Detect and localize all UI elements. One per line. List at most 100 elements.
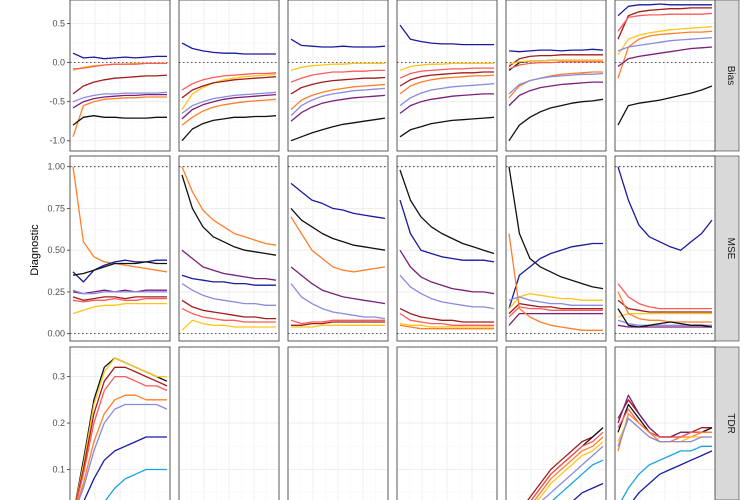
series-group <box>181 166 277 331</box>
series-line <box>536 441 604 500</box>
series-line <box>290 216 386 273</box>
series-line <box>617 283 712 310</box>
series-line <box>399 169 495 255</box>
series-line <box>508 81 603 107</box>
series-line <box>181 72 277 91</box>
series-group <box>75 357 168 500</box>
series-group <box>617 166 713 328</box>
strip-label: Bias <box>725 66 736 85</box>
series-line <box>617 291 712 323</box>
panel-tdr-1 <box>69 346 171 500</box>
y-axis-title: Diagnostic <box>29 224 41 276</box>
series-line <box>83 436 167 500</box>
series-line <box>181 73 277 110</box>
panel-mse-2 <box>178 155 280 342</box>
series-line <box>72 261 167 276</box>
series-line <box>181 98 277 126</box>
series-line <box>72 289 167 295</box>
series-line <box>617 417 712 447</box>
y-tick-label: 0.00 <box>47 329 65 339</box>
series-group <box>72 52 168 138</box>
panel-border <box>505 155 607 342</box>
series-line <box>508 296 603 306</box>
series-group <box>399 24 495 138</box>
panel-border <box>396 346 498 500</box>
series-group <box>527 427 604 500</box>
series-group <box>508 48 604 142</box>
series-line <box>75 366 168 500</box>
series-line <box>617 408 712 438</box>
strip-tdr <box>710 346 740 500</box>
series-line <box>181 76 277 99</box>
series-line <box>181 166 277 246</box>
series-line <box>290 207 386 251</box>
series-line <box>621 445 712 500</box>
series-line <box>399 62 494 72</box>
series-group <box>508 166 604 331</box>
series-line <box>72 74 168 95</box>
series-line <box>617 36 713 52</box>
series-line <box>72 91 168 103</box>
series-line <box>617 312 712 318</box>
panel-tdr-2 <box>178 346 280 500</box>
y-tick-label: 0.1 <box>52 465 65 475</box>
series-line <box>76 375 168 500</box>
panel-border <box>287 0 389 152</box>
facet-row-tdr: 0.1 0.2 0.3 TDR <box>52 346 740 500</box>
series-line <box>399 71 494 87</box>
facet-row-mse: 0.00 0.25 0.50 0.75 1.00 MSE <box>47 155 740 342</box>
panel-mse-5 <box>505 155 607 342</box>
facet-row-bias: -1.0 -0.5 0.0 0.5 Bias <box>49 0 740 152</box>
series-line <box>508 98 604 142</box>
panel-tdr-5 <box>505 346 607 500</box>
y-tick-label: 0.50 <box>47 245 65 255</box>
series-group <box>617 3 713 126</box>
panel-tdr-6 <box>614 346 716 500</box>
panel-border <box>505 346 607 500</box>
series-line <box>105 468 167 500</box>
series-line <box>508 302 603 315</box>
series-line <box>72 259 167 283</box>
series-line <box>399 322 494 328</box>
series-line <box>617 308 713 328</box>
y-tick-label: -1.0 <box>49 136 65 146</box>
panel-border <box>287 346 389 500</box>
panel-border <box>614 346 716 500</box>
y-tick-label: 1.00 <box>47 162 65 172</box>
panel-border <box>69 155 171 342</box>
y-tick-label: 0.3 <box>52 372 65 382</box>
series-line <box>399 274 495 310</box>
series-line <box>617 324 712 328</box>
series-line <box>290 69 385 83</box>
panel-mse-6 <box>614 155 716 342</box>
series-line <box>508 71 603 99</box>
series-line <box>181 174 277 256</box>
series-line <box>530 431 604 500</box>
series-line <box>617 166 713 251</box>
series-line <box>552 459 604 500</box>
series-line <box>181 91 277 114</box>
panel-border <box>614 155 716 342</box>
panel-mse-3 <box>287 155 389 342</box>
panel-mse-4 <box>396 155 498 342</box>
series-line <box>291 321 385 326</box>
panel-bias-6 <box>614 0 716 152</box>
panel-bias-3 <box>287 0 389 152</box>
series-line <box>617 85 713 126</box>
series-line <box>72 296 167 301</box>
panel-border <box>287 155 389 342</box>
series-line <box>399 24 494 46</box>
y-tick-label: 0.5 <box>52 19 65 29</box>
panel-bias-2 <box>178 0 280 152</box>
series-line <box>399 83 495 107</box>
y-tick-label: 0.75 <box>47 203 65 213</box>
series-line <box>290 83 386 110</box>
series-line <box>617 46 713 68</box>
panel-border <box>505 0 607 152</box>
series-line <box>290 62 385 72</box>
panel-bias-4 <box>396 0 498 152</box>
panels-layer: -1.0 -0.5 0.0 0.5 Bias 0.00 0.25 0.50 0.75 1.00 MS… <box>47 0 740 500</box>
series-line <box>181 42 276 55</box>
strip-mse <box>710 155 740 342</box>
